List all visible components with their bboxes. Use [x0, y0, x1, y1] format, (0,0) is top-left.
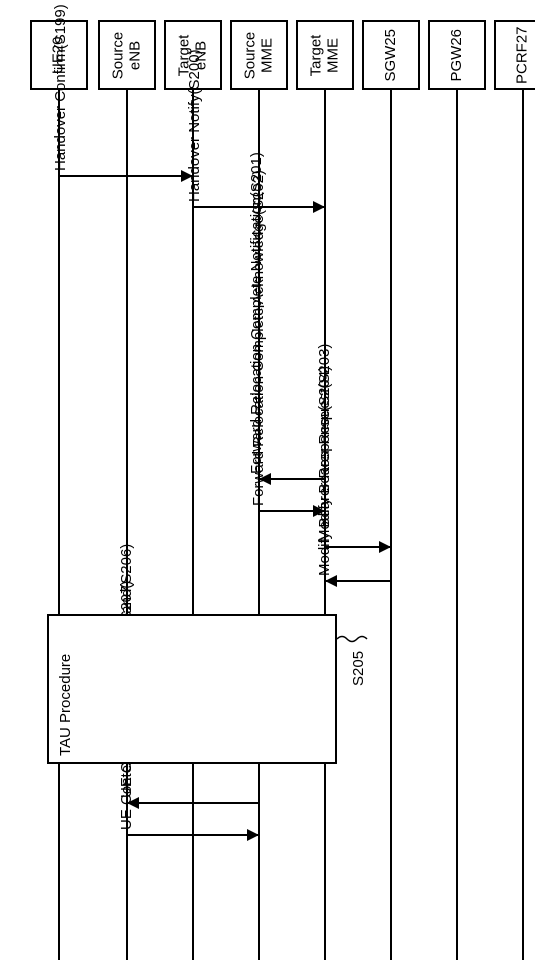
msg-arrow-s204 [325, 575, 337, 587]
msg-line-s207 [127, 834, 259, 836]
msg-arrow-s200 [313, 201, 325, 213]
node-pcrf27: PCRF27 [494, 20, 535, 90]
msg-label-s200: Handover Notify(S200) [186, 49, 203, 202]
node-sgw25: SGW25 [362, 20, 420, 90]
node-label: PGW26 [449, 29, 466, 82]
node-label: SourceeNB [111, 31, 144, 79]
msg-arrow-s207 [247, 829, 259, 841]
msg-label-s204: Modify Bearer Response(S204) [316, 366, 333, 576]
lifeline-pcrf27 [522, 90, 524, 960]
node-label: SGW25 [383, 29, 400, 82]
msg-line-s199 [59, 175, 193, 177]
msg-arrow-s203 [379, 541, 391, 553]
lifeline-target-enb [192, 90, 194, 960]
lifeline-sgw25 [390, 90, 392, 960]
proc-box-tau [47, 614, 337, 764]
node-label: PCRF27 [515, 26, 532, 84]
node-source-enb: SourceeNB [98, 20, 156, 90]
proc-label-tau: TAU Procedure [57, 654, 74, 756]
node-source-mme: SourceMME [230, 20, 288, 90]
msg-line-s206 [127, 802, 259, 804]
node-target-mme: TargetMME [296, 20, 354, 90]
msg-label-s202: Forward Relocation Complete Acknowledge(… [250, 170, 267, 506]
lifeline-ue20 [58, 90, 60, 960]
squiggle-s205 [337, 634, 377, 664]
node-pgw26: PGW26 [428, 20, 486, 90]
msg-label-s199: Handover Confirm(S199) [52, 4, 69, 171]
node-label: TargetMME [308, 34, 341, 76]
lifeline-pgw26 [456, 90, 458, 960]
node-label: SourceMME [243, 31, 276, 79]
